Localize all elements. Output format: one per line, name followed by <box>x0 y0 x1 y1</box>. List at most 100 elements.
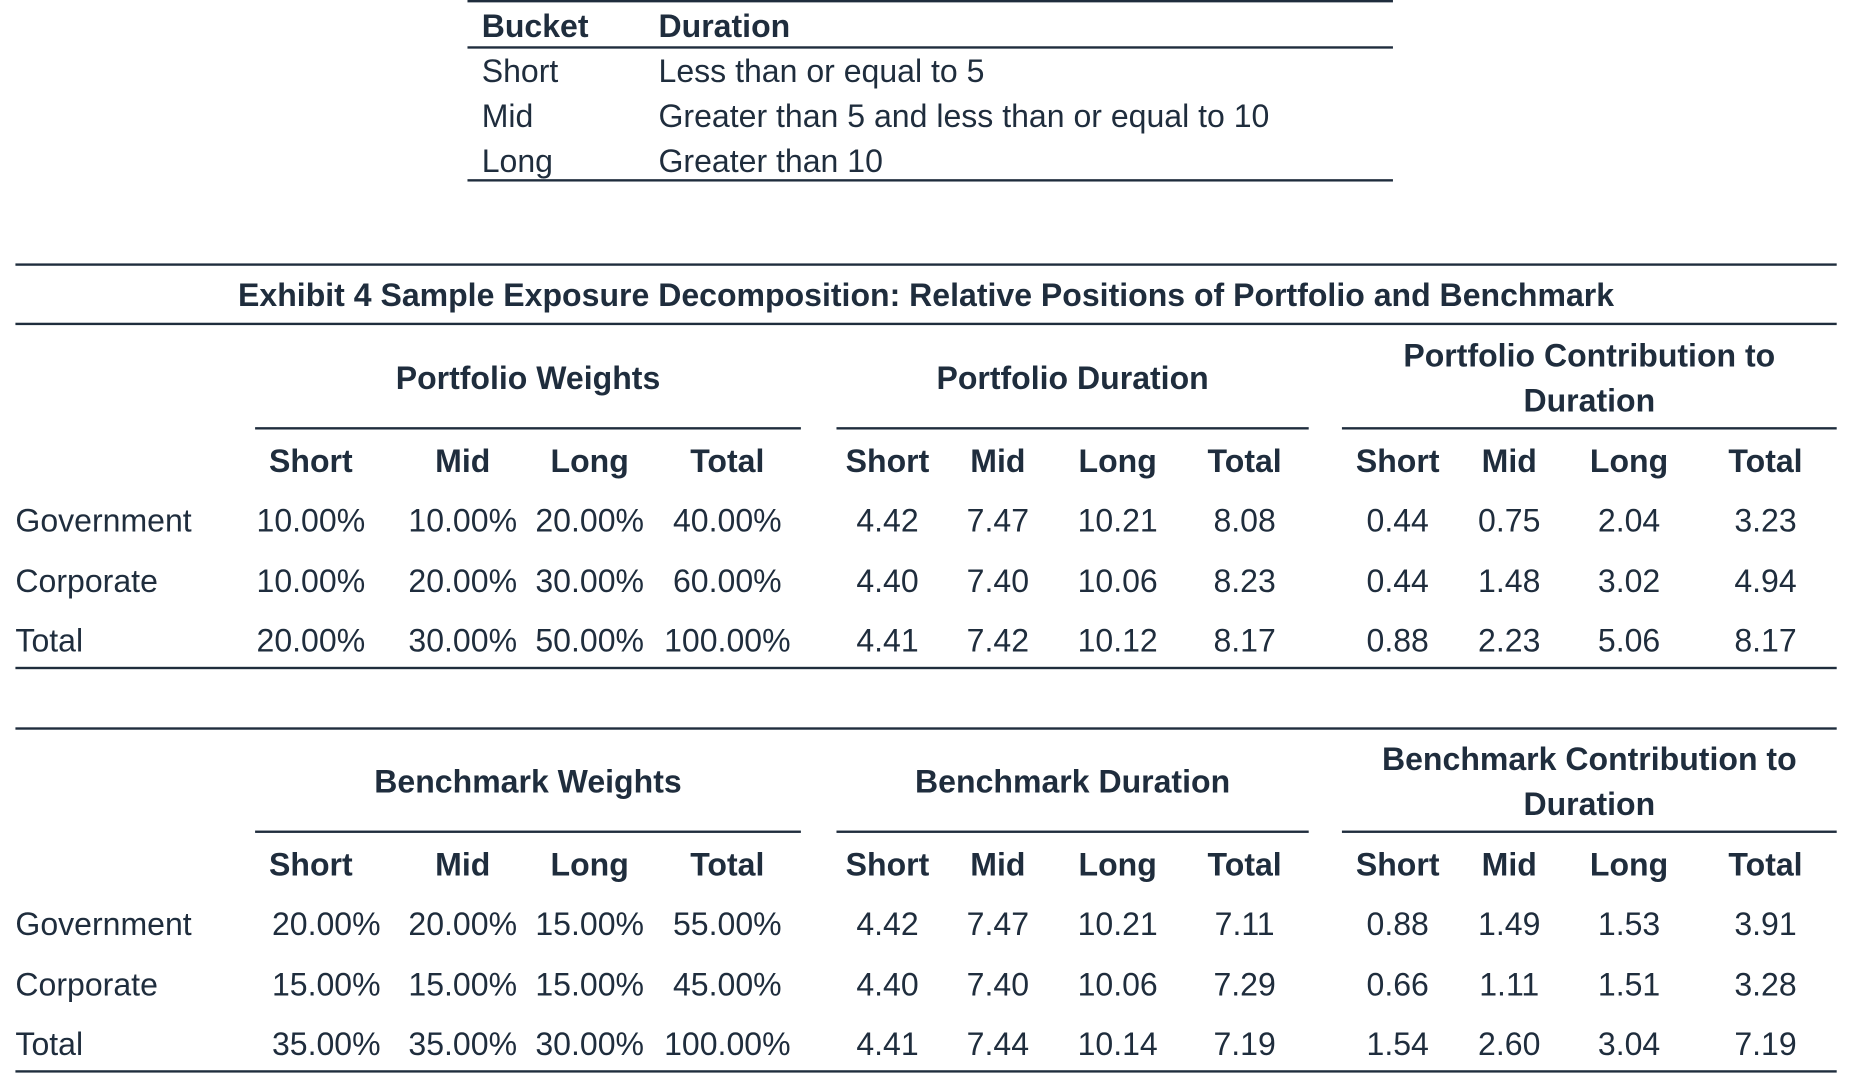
table-cell: 40.00% <box>672 503 782 539</box>
table-cell: 3.91 <box>1734 906 1797 943</box>
table-cell: 5.06 <box>1597 622 1661 659</box>
group-underline <box>836 427 1309 430</box>
column-header: Short <box>269 847 353 883</box>
table-cell: 55.00% <box>672 906 782 943</box>
table-cell: 10.21 <box>1077 906 1158 943</box>
group-header-continued: Duration <box>1523 383 1656 419</box>
column-header: Mid <box>435 847 491 883</box>
row-label: Corporate <box>15 966 158 1003</box>
column-header: Short <box>845 847 930 883</box>
table-cell: 20.00% <box>535 503 645 539</box>
table-cell: 4.40 <box>856 563 919 600</box>
table-cell: 7.29 <box>1213 966 1276 1003</box>
table-cell: 1.54 <box>1366 1026 1429 1062</box>
table-cell: 10.21 <box>1077 503 1158 539</box>
table-cell: 8.17 <box>1734 622 1797 659</box>
table-cell: 1.49 <box>1478 906 1541 943</box>
table-cell: 20.00% <box>408 563 518 600</box>
bucket-header: Bucket <box>481 8 589 44</box>
table-cell: 7.19 <box>1734 1026 1797 1062</box>
table-cell: 10.00% <box>408 503 518 539</box>
column-header: Short <box>845 443 930 480</box>
section-bottom-rule <box>15 1070 1837 1073</box>
table-cell: 30.00% <box>535 563 645 600</box>
column-header: Total <box>1207 443 1282 480</box>
column-header: Total <box>1728 847 1803 883</box>
table-cell: 8.23 <box>1213 563 1276 600</box>
table-cell: 3.02 <box>1597 563 1661 600</box>
table-cell: 45.00% <box>672 966 782 1003</box>
table-cell: 7.47 <box>966 503 1030 539</box>
table-cell: 10.06 <box>1077 563 1158 600</box>
table-cell: 0.44 <box>1366 503 1429 539</box>
group-underline <box>1341 427 1837 430</box>
bucket-duration: Greater than 10 <box>658 143 883 180</box>
table-cell: 10.12 <box>1077 622 1158 659</box>
column-header: Long <box>550 847 629 883</box>
table-cell: 100.00% <box>664 622 791 659</box>
table-cell: 4.41 <box>856 622 919 659</box>
table-cell: 1.51 <box>1597 966 1661 1003</box>
table-cell: 60.00% <box>672 563 782 600</box>
table-cell: 20.00% <box>256 622 366 659</box>
bucket-duration: Greater than 5 and less than or equal to… <box>658 98 1270 135</box>
column-header: Long <box>550 443 629 480</box>
table-cell: 2.04 <box>1597 503 1661 539</box>
column-header: Long <box>1078 443 1157 480</box>
table-cell: 10.06 <box>1077 966 1158 1003</box>
group-header: Portfolio Weights <box>395 360 661 397</box>
group-header: Benchmark Contribution to <box>1381 741 1797 778</box>
benchmark-top-rule <box>15 727 1837 730</box>
bucket-name: Mid <box>481 98 534 135</box>
table-cell: 50.00% <box>535 622 645 659</box>
table-cell: 7.47 <box>966 906 1030 943</box>
bucket-table-top-rule <box>467 0 1393 3</box>
column-header: Mid <box>970 847 1026 883</box>
table-cell: 30.00% <box>535 1026 645 1062</box>
bucket-name: Short <box>481 53 559 89</box>
table-cell: 10.00% <box>256 503 366 539</box>
duration-header: Duration <box>658 8 791 44</box>
table-cell: 7.44 <box>966 1026 1030 1062</box>
table-cell: 7.19 <box>1213 1026 1276 1062</box>
column-header: Short <box>1355 443 1440 480</box>
table-cell: 3.23 <box>1734 503 1797 539</box>
row-label: Corporate <box>15 563 158 600</box>
column-header: Short <box>269 443 353 480</box>
column-header: Total <box>1207 847 1282 883</box>
table-cell: 20.00% <box>408 906 518 943</box>
group-underline <box>255 830 801 833</box>
table-cell: 3.28 <box>1734 966 1797 1003</box>
table-cell: 7.40 <box>966 966 1030 1003</box>
table-cell: 15.00% <box>408 966 518 1003</box>
bucket-name: Long <box>481 143 554 180</box>
column-header: Mid <box>435 443 491 480</box>
table-cell: 10.14 <box>1077 1026 1158 1062</box>
column-header: Mid <box>1481 847 1537 883</box>
table-cell: 0.88 <box>1366 906 1429 943</box>
table-cell: 1.48 <box>1478 563 1541 600</box>
table-cell: 4.94 <box>1734 563 1797 600</box>
table-cell: 3.04 <box>1597 1026 1661 1062</box>
table-cell: 30.00% <box>408 622 518 659</box>
column-header: Long <box>1589 443 1669 480</box>
table-cell: 20.00% <box>271 906 381 943</box>
group-header: Benchmark Weights <box>374 764 682 800</box>
table-cell: 15.00% <box>535 906 645 943</box>
row-label: Total <box>15 622 84 659</box>
table-cell: 8.08 <box>1213 503 1276 539</box>
group-header: Benchmark Duration <box>915 764 1231 800</box>
column-header: Total <box>690 847 765 883</box>
row-label: Government <box>15 906 192 943</box>
table-cell: 15.00% <box>271 966 381 1003</box>
table-cell: 7.11 <box>1214 906 1275 943</box>
column-header: Mid <box>1481 443 1537 480</box>
table-cell: 4.42 <box>856 906 919 943</box>
table-cell: 4.40 <box>856 966 919 1003</box>
exhibit-title: Exhibit 4 Sample Exposure Decomposition:… <box>238 277 1615 314</box>
column-header: Short <box>1355 847 1440 883</box>
table-cell: 4.41 <box>856 1026 919 1062</box>
table-cell: 0.66 <box>1366 966 1429 1003</box>
exhibit-top-rule <box>15 263 1837 266</box>
